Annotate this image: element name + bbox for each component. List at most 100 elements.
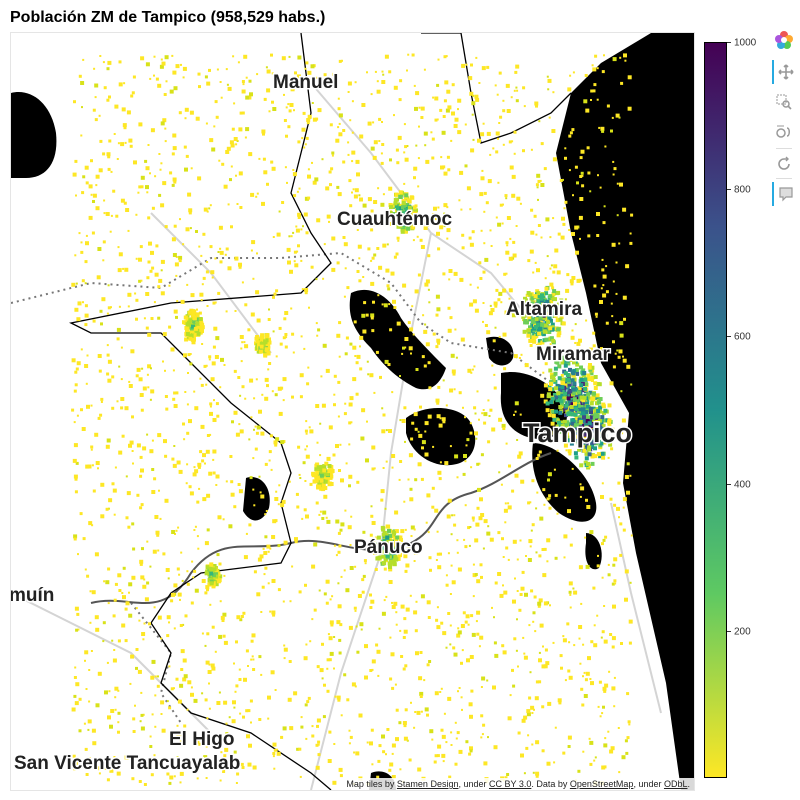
density-cell: [432, 445, 435, 448]
attribution-stamen-link[interactable]: Stamen Design: [396, 779, 459, 789]
density-cell: [190, 293, 195, 298]
density-cell: [118, 60, 122, 64]
density-cell: [609, 497, 613, 501]
density-cell: [580, 149, 585, 154]
density-cell: [500, 301, 503, 304]
density-cell: [119, 762, 122, 764]
density-cell: [348, 474, 353, 479]
pan-icon[interactable]: [772, 60, 798, 84]
density-cell: [268, 450, 272, 454]
density-cell: [94, 552, 99, 557]
density-cell: [589, 396, 594, 401]
density-cell: [584, 536, 587, 539]
attribution-ccby-link[interactable]: CC BY 3.0: [489, 779, 532, 789]
hover-icon[interactable]: [772, 182, 798, 206]
density-cell: [311, 618, 314, 621]
density-cell: [535, 551, 538, 554]
density-cell: [533, 214, 537, 218]
density-cell: [194, 525, 197, 528]
density-cell: [359, 622, 364, 627]
density-cell: [589, 429, 594, 434]
density-cell: [598, 405, 603, 410]
density-cell: [187, 353, 191, 357]
density-cell: [271, 535, 276, 539]
density-cell: [152, 549, 157, 554]
density-cell: [404, 664, 408, 668]
density-cell: [552, 641, 555, 644]
density-cell: [217, 251, 220, 253]
density-cell: [542, 329, 547, 334]
density-cell: [382, 467, 385, 469]
density-cell: [72, 458, 77, 463]
density-cell: [222, 634, 226, 638]
density-cell: [572, 71, 575, 74]
density-cell: [544, 362, 548, 366]
density-cell: [130, 761, 135, 766]
density-cell: [391, 775, 396, 779]
density-cell: [579, 175, 583, 178]
density-cell: [417, 273, 421, 277]
density-cell: [135, 213, 138, 216]
wheel-zoom-icon[interactable]: [772, 120, 796, 144]
density-cell: [294, 537, 298, 542]
attribution-osm-link[interactable]: OpenStreetMap: [569, 779, 634, 789]
density-cell: [122, 267, 125, 270]
density-cell: [147, 260, 151, 264]
density-cell: [591, 410, 596, 415]
attribution-odbl-link[interactable]: ODbL: [663, 779, 688, 789]
density-cell: [424, 282, 429, 287]
density-cell: [626, 490, 630, 495]
density-cell: [177, 699, 182, 704]
density-cell: [179, 218, 181, 221]
density-cell: [231, 127, 235, 131]
density-cell: [493, 641, 497, 645]
density-cell: [235, 432, 240, 437]
density-cell: [465, 444, 468, 447]
density-cell: [92, 200, 95, 203]
density-cell: [159, 64, 164, 69]
density-cell: [367, 247, 371, 251]
density-cell: [583, 423, 588, 428]
density-cell: [349, 342, 353, 346]
density-cell: [107, 284, 110, 287]
density-cell: [624, 597, 628, 602]
density-cell: [205, 383, 208, 386]
density-cell: [460, 661, 463, 665]
density-cell: [439, 108, 443, 112]
density-cell: [465, 63, 468, 66]
density-cell: [84, 313, 89, 318]
density-cell: [216, 68, 219, 71]
reset-icon[interactable]: [772, 152, 796, 176]
map-view[interactable]: Manuel Cuauhtémoc Altamira Miramar Tampi…: [10, 32, 695, 791]
density-cell: [454, 721, 457, 724]
density-cell: [407, 53, 410, 56]
density-cell: [259, 344, 264, 349]
density-cell: [309, 482, 313, 486]
density-cell: [182, 66, 187, 71]
density-cell: [218, 159, 221, 162]
density-cell: [433, 760, 437, 764]
density-cell: [480, 453, 484, 457]
box-zoom-icon[interactable]: [772, 90, 796, 114]
density-cell: [328, 730, 332, 734]
density-cell: [564, 147, 567, 150]
density-cell: [494, 326, 497, 329]
density-cell: [538, 554, 542, 558]
density-cell: [84, 260, 88, 264]
density-cell: [466, 658, 470, 663]
density-cell: [393, 554, 398, 559]
density-cell: [103, 86, 107, 90]
density-cell: [367, 197, 372, 202]
density-cell: [289, 600, 292, 603]
density-cell: [626, 692, 630, 696]
density-cell: [148, 241, 152, 246]
density-cell: [98, 369, 102, 373]
density-cell: [587, 421, 592, 426]
density-cell: [552, 289, 557, 294]
density-cell: [191, 340, 196, 345]
density-cell: [390, 652, 395, 657]
density-cell: [270, 53, 273, 57]
density-cell: [402, 346, 405, 350]
bokeh-logo-icon[interactable]: [772, 28, 796, 52]
density-cell: [519, 202, 522, 205]
